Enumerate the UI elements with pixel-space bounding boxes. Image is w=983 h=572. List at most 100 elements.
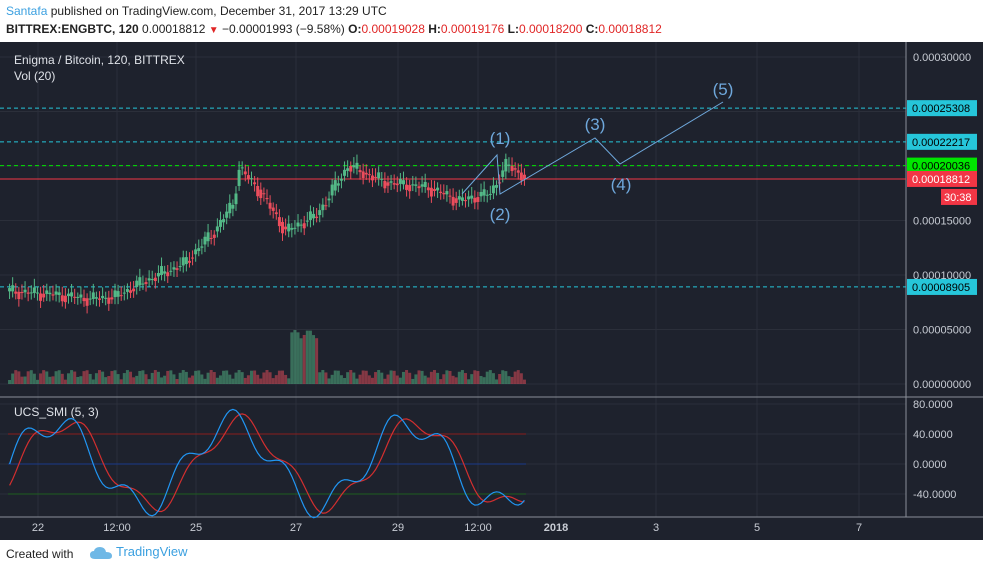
volume-bar bbox=[222, 370, 226, 384]
candle bbox=[361, 163, 365, 185]
volume-bar bbox=[63, 379, 67, 384]
volume-bar bbox=[522, 379, 526, 384]
chart-background bbox=[0, 42, 983, 540]
price-tick-label: 0.00015000 bbox=[913, 216, 971, 228]
candle-body bbox=[482, 189, 486, 196]
candle bbox=[339, 173, 343, 189]
level-value: 0.00008905 bbox=[912, 282, 970, 294]
volume-bar bbox=[395, 375, 399, 384]
candle bbox=[156, 265, 160, 283]
volume-bar bbox=[392, 370, 396, 384]
price-chart[interactable]: 0.000300000.000250000.000200000.00015000… bbox=[0, 42, 983, 540]
candle-body bbox=[501, 170, 505, 177]
volume-bar bbox=[321, 370, 325, 384]
candle-body bbox=[457, 196, 461, 200]
candle-body bbox=[181, 257, 185, 266]
candle-body bbox=[194, 249, 198, 255]
candle bbox=[66, 288, 70, 304]
candle-body bbox=[82, 297, 86, 302]
created-with-label: Created with bbox=[6, 547, 74, 561]
candle bbox=[259, 182, 263, 205]
smi-line bbox=[9, 408, 525, 519]
candle-body bbox=[333, 180, 337, 191]
time-tick-label: 7 bbox=[856, 522, 862, 534]
volume-bar bbox=[240, 372, 244, 384]
volume-bar bbox=[29, 370, 33, 384]
tradingview-brand[interactable]: TradingView bbox=[90, 544, 188, 560]
candle bbox=[352, 157, 356, 174]
candle-body bbox=[249, 178, 253, 180]
volume-bar bbox=[299, 338, 303, 384]
candle bbox=[45, 283, 49, 302]
volume-bar bbox=[355, 378, 359, 384]
candle-body bbox=[361, 171, 365, 178]
volume-bar bbox=[281, 370, 285, 384]
volume-bar bbox=[197, 370, 201, 384]
candle bbox=[364, 164, 368, 180]
volume-bar bbox=[243, 377, 247, 384]
volume-bar bbox=[51, 376, 55, 384]
volume-bar bbox=[138, 370, 142, 384]
candle-body bbox=[318, 210, 322, 216]
candle bbox=[107, 290, 111, 311]
candle-body bbox=[408, 185, 412, 192]
candle-body bbox=[215, 226, 219, 232]
volume-bar bbox=[265, 370, 269, 384]
candle-body bbox=[45, 290, 49, 294]
volume-bar bbox=[228, 374, 232, 384]
candle-body bbox=[405, 184, 409, 190]
volume-bar bbox=[312, 335, 316, 384]
candle bbox=[231, 199, 235, 217]
volume-bar bbox=[14, 370, 18, 384]
volume-bar bbox=[405, 370, 409, 384]
candle bbox=[522, 168, 526, 186]
candle bbox=[39, 286, 43, 308]
price-tick-label: 0.00005000 bbox=[913, 325, 971, 337]
time-tick-label: 29 bbox=[392, 522, 404, 534]
volume-bar bbox=[408, 372, 412, 384]
candle bbox=[299, 219, 303, 233]
level-badge bbox=[907, 157, 977, 174]
candle-body bbox=[349, 166, 353, 172]
volume-bar bbox=[200, 374, 204, 384]
volume-bar bbox=[277, 370, 281, 384]
volume-bar bbox=[287, 378, 291, 384]
candle-body bbox=[35, 292, 39, 294]
volume-bar bbox=[23, 376, 27, 384]
candle bbox=[253, 176, 257, 192]
volume-bar bbox=[150, 372, 154, 384]
candle bbox=[234, 186, 238, 211]
volume-bar bbox=[79, 376, 83, 384]
indicator-legend: UCS_SMI (5, 3) bbox=[14, 405, 99, 419]
candle bbox=[296, 214, 300, 232]
volume-bar bbox=[60, 373, 64, 384]
candle-body bbox=[439, 191, 443, 194]
footer: Created with TradingView bbox=[0, 540, 983, 572]
candle-body bbox=[426, 187, 430, 191]
volume-bar bbox=[172, 374, 176, 384]
candle bbox=[358, 165, 362, 180]
candle bbox=[473, 190, 477, 210]
candle-body bbox=[287, 223, 291, 232]
candle-body bbox=[26, 292, 30, 294]
candle-body bbox=[346, 168, 350, 171]
candle-body bbox=[23, 289, 27, 293]
candle-body bbox=[327, 198, 331, 201]
volume-bar bbox=[94, 373, 98, 384]
candle bbox=[374, 168, 378, 183]
candle bbox=[442, 184, 446, 200]
candle-body bbox=[495, 185, 499, 188]
candle-body bbox=[364, 172, 368, 175]
volume-bar bbox=[178, 372, 182, 384]
volume-bar bbox=[380, 372, 384, 384]
volume-bar bbox=[516, 370, 520, 384]
author-link[interactable]: Santafa bbox=[6, 4, 48, 18]
volume-bar bbox=[476, 371, 480, 384]
countdown-label: 30:38 bbox=[944, 192, 972, 204]
volume-bar bbox=[364, 370, 368, 384]
volume-bar bbox=[11, 373, 15, 384]
level-badge bbox=[907, 170, 977, 187]
close-value: 0.00018812 bbox=[598, 22, 662, 36]
smi-signal-line bbox=[9, 413, 525, 514]
candle bbox=[175, 261, 179, 277]
